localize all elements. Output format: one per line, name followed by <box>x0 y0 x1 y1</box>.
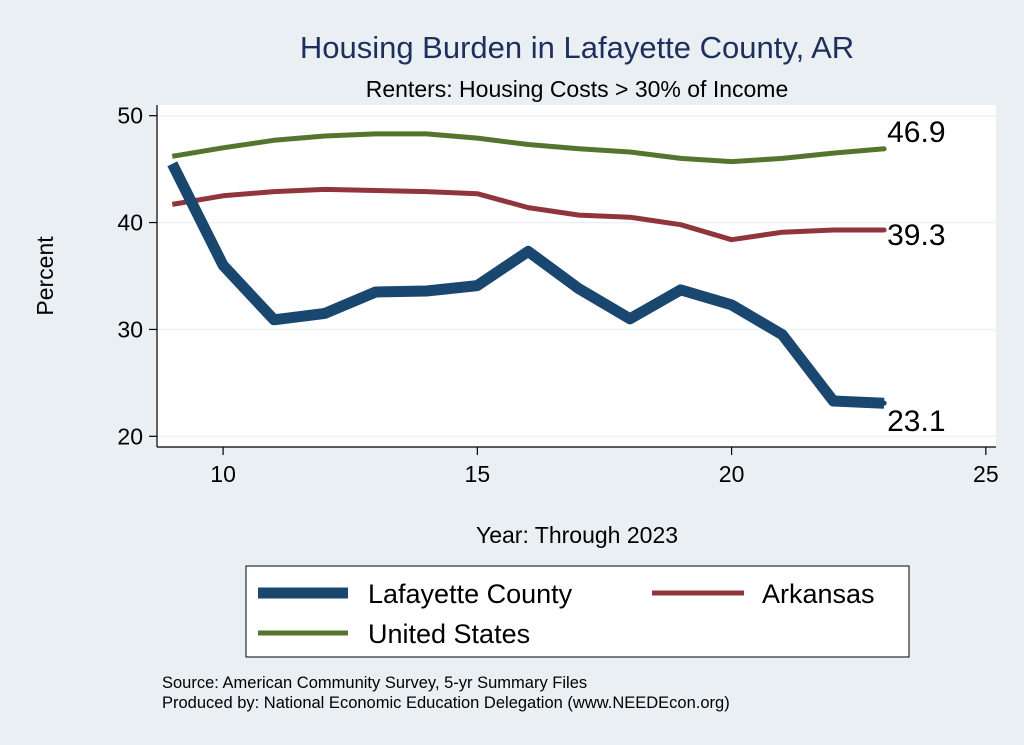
producer-note: Produced by: National Economic Education… <box>162 694 730 712</box>
series-line-lafayette-county <box>167 161 885 409</box>
gridlines <box>157 114 996 438</box>
legend-label-united-states: United States <box>368 619 530 649</box>
series-lines <box>167 131 887 409</box>
y-tick-label-30: 30 <box>117 316 143 342</box>
legend-label-lafayette-county: Lafayette County <box>368 579 573 609</box>
x-axis-title: Year: Through 2023 <box>476 522 678 548</box>
end-label-lafayette-county: 23.1 <box>887 405 945 438</box>
chart-subtitle: Renters: Housing Costs > 30% of Income <box>366 76 789 102</box>
end-marker-arkansas <box>881 227 887 233</box>
end-labels: 23.1 39.3 46.9 <box>887 116 945 438</box>
chart-title: Housing Burden in Lafayette County, AR <box>300 30 854 65</box>
plot-area <box>157 105 996 447</box>
end-marker-lafayette-county <box>881 400 887 406</box>
end-marker-united-states <box>881 146 887 152</box>
legend-box <box>245 565 910 658</box>
x-tick-label-25: 25 <box>973 461 999 487</box>
x-tick-label-10: 10 <box>210 461 236 487</box>
series-line-united-states <box>171 131 885 165</box>
legend-label-arkansas: Arkansas <box>762 579 875 609</box>
y-tick-label-20: 20 <box>117 423 143 449</box>
x-tick-label-15: 15 <box>465 461 491 487</box>
end-label-arkansas: 39.3 <box>887 219 945 252</box>
end-label-united-states: 46.9 <box>887 116 945 149</box>
y-axis-title: Percent <box>32 236 58 316</box>
legend: Lafayette County Arkansas United States <box>245 565 910 658</box>
axes: 20 30 40 50 10 15 20 25 <box>117 103 998 487</box>
source-note: Source: American Community Survey, 5-yr … <box>162 674 587 692</box>
series-line-arkansas <box>171 186 885 243</box>
y-tick-label-50: 50 <box>117 103 143 129</box>
x-tick-label-20: 20 <box>719 461 745 487</box>
y-tick-label-40: 40 <box>117 210 143 236</box>
